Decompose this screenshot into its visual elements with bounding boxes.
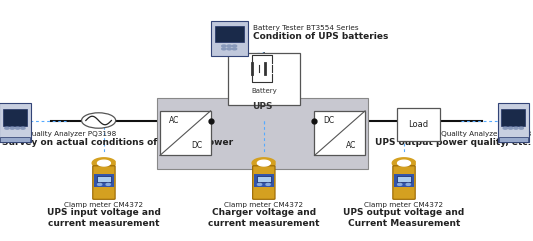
Circle shape: [222, 45, 226, 47]
Polygon shape: [92, 158, 115, 168]
FancyBboxPatch shape: [3, 109, 27, 126]
FancyBboxPatch shape: [1, 137, 30, 142]
Circle shape: [10, 127, 14, 129]
Text: UPS: UPS: [252, 102, 273, 111]
FancyBboxPatch shape: [211, 21, 247, 56]
Circle shape: [514, 127, 518, 129]
Text: Battery Tester BT3554 Series: Battery Tester BT3554 Series: [253, 25, 359, 31]
Text: Power Quality Analyzer PQ3198: Power Quality Analyzer PQ3198: [2, 131, 116, 137]
Text: Load: Load: [408, 120, 429, 129]
Circle shape: [227, 48, 231, 50]
FancyBboxPatch shape: [397, 175, 411, 182]
Circle shape: [503, 127, 507, 129]
FancyBboxPatch shape: [498, 103, 529, 142]
Circle shape: [21, 127, 25, 129]
Text: Clamp meter CM4372: Clamp meter CM4372: [365, 202, 443, 208]
Polygon shape: [392, 158, 415, 168]
Circle shape: [257, 183, 262, 185]
Text: Clamp meter CM4372: Clamp meter CM4372: [224, 202, 303, 208]
FancyBboxPatch shape: [254, 174, 274, 187]
Circle shape: [398, 183, 402, 185]
Circle shape: [232, 45, 237, 47]
Text: Clamp meter CM4372: Clamp meter CM4372: [64, 202, 143, 208]
Text: UPS input voltage and
current measurement: UPS input voltage and current measuremen…: [47, 208, 161, 228]
Text: Charger voltage and
current measurement: Charger voltage and current measurement: [208, 208, 320, 228]
Text: DC: DC: [323, 116, 334, 125]
FancyBboxPatch shape: [160, 111, 211, 155]
Circle shape: [227, 45, 231, 47]
Circle shape: [406, 183, 410, 185]
Text: DC: DC: [191, 141, 202, 150]
FancyBboxPatch shape: [157, 98, 368, 169]
Polygon shape: [398, 160, 410, 166]
Text: UPS output power quality, etc.: UPS output power quality, etc.: [375, 138, 531, 147]
Circle shape: [508, 127, 513, 129]
FancyBboxPatch shape: [394, 174, 414, 187]
FancyBboxPatch shape: [499, 137, 528, 142]
Text: UPS output voltage and
Current Measurement: UPS output voltage and Current Measureme…: [343, 208, 465, 228]
FancyBboxPatch shape: [253, 166, 275, 199]
Circle shape: [519, 127, 523, 129]
FancyBboxPatch shape: [215, 26, 244, 41]
Text: AC: AC: [169, 116, 179, 125]
Circle shape: [98, 183, 102, 185]
FancyBboxPatch shape: [502, 109, 525, 126]
FancyBboxPatch shape: [228, 53, 300, 105]
Text: Power Quality Analyzer PQ3198: Power Quality Analyzer PQ3198: [417, 131, 531, 137]
Text: Condition of UPS batteries: Condition of UPS batteries: [253, 32, 389, 41]
FancyBboxPatch shape: [0, 103, 30, 142]
FancyBboxPatch shape: [314, 111, 365, 155]
Circle shape: [82, 113, 116, 128]
Circle shape: [222, 48, 226, 50]
FancyBboxPatch shape: [94, 174, 114, 187]
FancyBboxPatch shape: [393, 166, 415, 199]
Polygon shape: [257, 160, 270, 166]
Circle shape: [15, 127, 20, 129]
FancyBboxPatch shape: [397, 108, 440, 141]
FancyBboxPatch shape: [257, 175, 271, 182]
Text: Battery: Battery: [251, 88, 277, 94]
Circle shape: [232, 48, 237, 50]
FancyBboxPatch shape: [97, 175, 111, 182]
Circle shape: [266, 183, 270, 185]
FancyBboxPatch shape: [93, 166, 115, 199]
Text: Survey on actual conditions of electric power: Survey on actual conditions of electric …: [2, 138, 233, 147]
Text: AC: AC: [346, 141, 356, 150]
Circle shape: [106, 183, 110, 185]
Circle shape: [5, 127, 9, 129]
Polygon shape: [252, 158, 275, 168]
Polygon shape: [98, 160, 110, 166]
